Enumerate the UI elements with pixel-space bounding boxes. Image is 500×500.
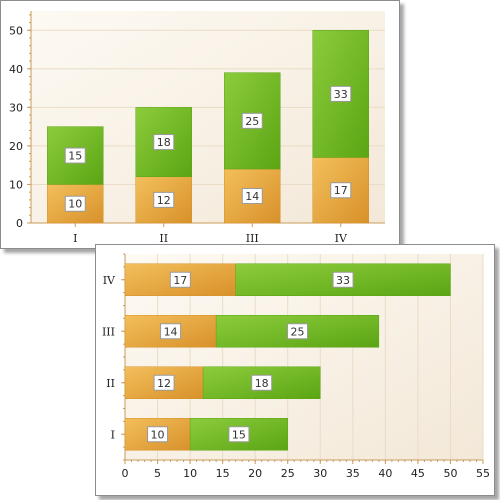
data-label-II-series2-box <box>251 374 273 391</box>
x-tick-label-55: 55 <box>476 467 490 480</box>
data-label-I-series2: 15 <box>68 150 82 163</box>
data-label-II-series1-box <box>153 374 175 391</box>
x-tick-label-40: 40 <box>378 467 392 480</box>
horizontal-chart-canvas: 0 5 10 15 20 25 30 35 40 45 50 55 10 15 I 12 18 II 14 25 III… <box>102 253 490 480</box>
data-label-II-series1-box <box>153 191 175 208</box>
data-label-I-series2-box <box>228 426 250 443</box>
x-tick-label-10: 10 <box>183 467 197 480</box>
data-label-III-series1-box <box>160 323 182 340</box>
data-label-IV-series1: 17 <box>334 184 348 197</box>
data-label-III-series2-box <box>241 112 263 129</box>
data-label-I-series2-box <box>64 147 86 164</box>
data-label-IV-series2-box <box>330 85 352 102</box>
data-label-IV-series1: 17 <box>173 274 187 287</box>
x-tick-label-30: 30 <box>313 467 327 480</box>
vertical-stacked-bar-chart: 0 10 20 30 40 50 10 15 I 12 18 II 14 25 III 17 33 IV <box>0 0 400 249</box>
x-tick-label-15: 15 <box>216 467 230 480</box>
data-label-III-series1: 14 <box>245 190 259 203</box>
y-tick-label-III: III <box>102 325 115 338</box>
x-tick-label-0: 0 <box>122 467 129 480</box>
data-label-IV-series2: 33 <box>334 88 348 101</box>
x-tick-label-II: II <box>159 232 168 245</box>
x-tick-label-25: 25 <box>281 467 295 480</box>
data-label-II-series1: 12 <box>157 194 171 207</box>
x-tick-label-IV: IV <box>335 232 348 245</box>
y-tick-label-0: 0 <box>16 217 23 230</box>
y-tick-label-IV: IV <box>103 274 116 287</box>
data-label-III-series2: 25 <box>290 325 304 338</box>
y-tick-label-30: 30 <box>9 101 23 114</box>
y-tick-label-II: II <box>106 377 115 390</box>
data-label-IV-series1-box <box>169 271 191 288</box>
data-label-II-series2: 18 <box>255 377 269 390</box>
y-tick-label-20: 20 <box>9 140 23 153</box>
x-tick-label-III: III <box>246 232 259 245</box>
horizontal-stacked-bar-chart: 0 5 10 15 20 25 30 35 40 45 50 55 10 15 I 12 18 II 14 25 III… <box>95 244 495 496</box>
data-label-I-series1: 10 <box>68 198 82 211</box>
data-label-IV-series1-box <box>330 182 352 199</box>
data-label-III-series1: 14 <box>164 325 178 338</box>
x-tick-label-5: 5 <box>154 467 161 480</box>
vertical-chart-canvas: 0 10 20 30 40 50 10 15 I 12 18 II 14 25 III 17 33 IV <box>9 11 385 245</box>
data-label-I-series1-box <box>64 195 86 212</box>
y-tick-label-10: 10 <box>9 178 23 191</box>
data-label-IV-series2-box <box>332 271 354 288</box>
data-label-III-series1-box <box>241 188 263 205</box>
data-label-I-series1-box <box>147 426 169 443</box>
data-label-IV-series2: 33 <box>336 274 350 287</box>
data-label-I-series1: 10 <box>151 428 165 441</box>
y-tick-label-50: 50 <box>9 24 23 37</box>
data-label-III-series2: 25 <box>245 115 259 128</box>
x-tick-label-20: 20 <box>248 467 262 480</box>
data-label-III-series2-box <box>286 323 308 340</box>
data-label-I-series2: 15 <box>232 428 246 441</box>
x-tick-label-I: I <box>73 232 77 245</box>
data-label-II-series2-box <box>153 134 175 151</box>
data-label-II-series2: 18 <box>157 136 171 149</box>
bar-III-series2 <box>224 72 281 170</box>
x-tick-label-35: 35 <box>346 467 360 480</box>
x-tick-label-50: 50 <box>443 467 457 480</box>
y-tick-label-I: I <box>111 428 115 441</box>
x-tick-label-45: 45 <box>411 467 425 480</box>
data-label-II-series1: 12 <box>157 377 171 390</box>
y-tick-label-40: 40 <box>9 63 23 76</box>
